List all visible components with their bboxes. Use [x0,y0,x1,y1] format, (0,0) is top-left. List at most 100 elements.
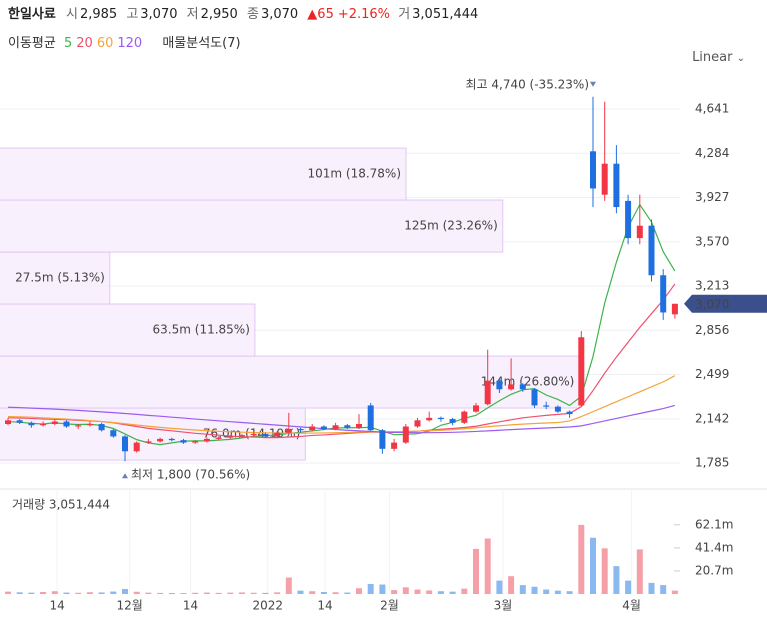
high-arrow [590,81,596,87]
volume-bar [461,588,468,594]
candle-body [437,417,444,420]
volume-bar [63,592,70,594]
stock-name: 한일사료 [8,7,56,22]
volume-bar [262,592,269,594]
x-tick-label: 14 [49,599,64,613]
candle-body [192,441,199,443]
y-tick-label: 4,284 [695,146,729,160]
candle-body [379,430,386,449]
profile-bar [0,251,111,305]
candle-body [590,151,596,189]
candle-body [168,438,175,441]
candle-body [449,419,456,423]
dropdown-arrow: ⌄ [736,53,745,64]
candle-body [332,425,339,429]
ma-legend[interactable]: 5 [63,36,73,51]
volume-bar [215,592,222,594]
volume-bar [5,591,11,594]
volume-bar [449,591,456,594]
candle-body [660,275,667,313]
volume-bar [648,582,655,594]
ma-legend[interactable]: 120 [117,36,143,51]
volume-bar [51,591,58,594]
candle-body [28,422,35,426]
y-tick-label: 4,641 [695,102,729,116]
y-tick-label: 2,499 [695,367,729,381]
y-tick-label: 3,213 [695,279,729,293]
candle-body [133,442,140,452]
ma-legend[interactable]: 60 [96,36,114,51]
candle-body [496,380,503,390]
volume-bar [145,592,152,594]
volume-tick-label: 62.1m [695,517,733,531]
candle-body [250,433,257,436]
candle-body [426,417,433,421]
volume-bar [566,591,573,594]
volume-bar [332,592,339,594]
candle-body [648,225,655,276]
volume-tick-label: 41.4m [695,540,733,554]
volume-bar [28,592,35,594]
volume-bar [484,538,491,594]
volume-bar [356,588,362,594]
volume-bar [192,592,199,594]
candle-body [180,440,187,443]
profile-label[interactable]: 매물분석도(7) [162,36,241,51]
candle-body [344,425,351,428]
y-tick-label: 3,927 [695,190,729,204]
ma-line [7,203,676,446]
volume-bar [157,592,164,594]
profile-bar [0,303,256,357]
volume-bar [414,589,421,594]
ma-legend[interactable]: 20 [76,36,93,51]
candle-body [98,424,105,431]
ma-line [7,404,676,434]
volume-bar [344,592,351,594]
y-tick-label: 1,785 [695,456,729,470]
volume-bar [402,587,409,594]
candle-body [145,441,152,443]
field-label: 거 [398,7,411,22]
volume-bar [133,591,140,594]
profile-bar [0,199,504,253]
volume-bar [671,590,678,594]
volume-bar [180,593,187,594]
candle-body [636,225,643,239]
candle-body [5,420,11,425]
volume-bar [508,576,515,594]
volume-bar [660,585,667,594]
volume-bar [297,590,304,594]
indicator-legend[interactable]: 이동평균 5 20 60 120 매물분석도(7) [8,32,245,51]
volume-bar [496,580,503,594]
candle-body [227,436,234,438]
field-label: 시 [65,7,78,22]
scale-mode[interactable]: Linear [692,50,733,65]
volume-bar [554,590,561,594]
candle-body [671,303,678,315]
candle-body [367,405,374,431]
candle-body [531,389,538,406]
volume-bar [320,591,327,594]
candle-body [414,420,421,427]
candle-body [554,406,561,412]
candle-body [157,438,164,442]
x-tick-label: 2022 [252,599,283,613]
volume-bar [40,591,47,594]
volume-bar [239,592,245,594]
volume-tick-label: 20.7m [695,563,733,577]
candle-body [508,384,515,390]
price-tag [684,294,767,313]
candle-body [63,421,70,427]
field-value: 3,070 [140,7,178,22]
candle-body [566,411,573,415]
candle-body [356,424,362,428]
volume-bar [122,588,128,594]
change-pct: +2.16% [337,7,391,22]
candle-body [75,425,82,427]
scale-dropdown[interactable]: Linear ⌄ [692,50,745,65]
y-tick-label: 2,142 [695,411,729,425]
volume-bar [437,591,444,594]
profile-label: 63.5m (11.85%) [153,323,250,337]
ma-line [7,375,676,434]
